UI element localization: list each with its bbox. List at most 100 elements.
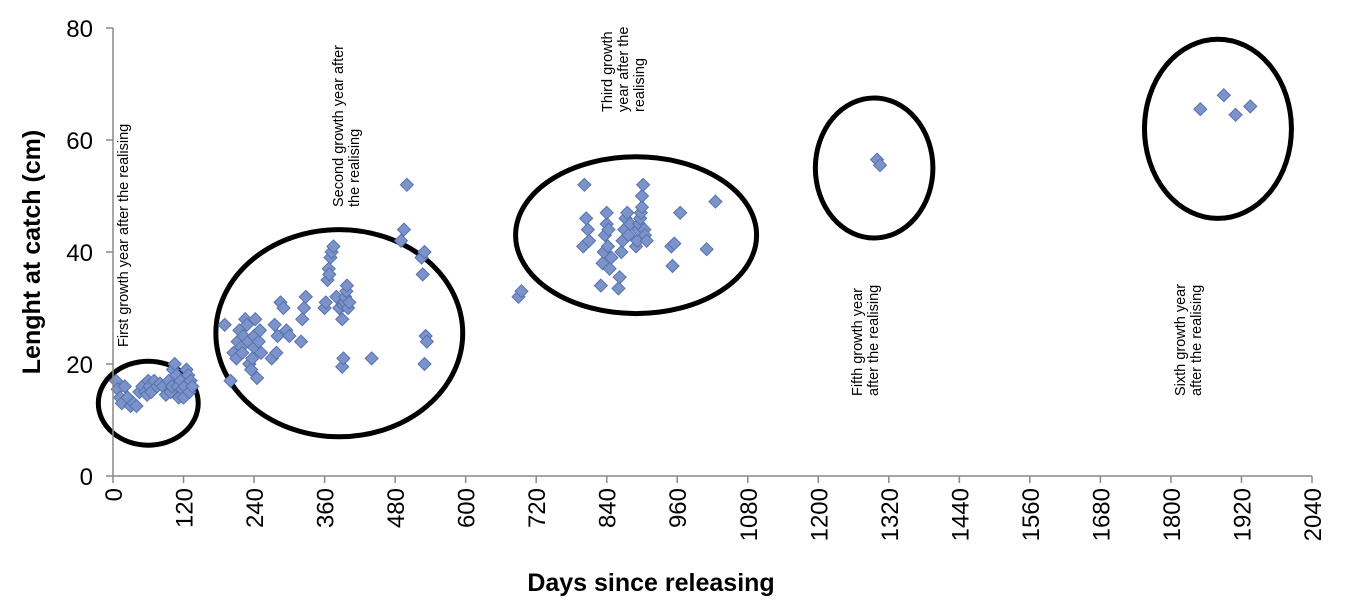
data-point bbox=[578, 211, 594, 226]
x-tick-label: 480 bbox=[383, 488, 410, 528]
data-point bbox=[117, 379, 132, 394]
data-point bbox=[634, 199, 650, 215]
axes bbox=[112, 28, 1312, 477]
annotation-g3-line: year after the bbox=[616, 27, 632, 112]
group-ellipse-g1 bbox=[95, 358, 201, 448]
data-point bbox=[282, 328, 297, 344]
data-point bbox=[621, 227, 636, 243]
x-ticks: 0 120 240 360 480 600 720 840 960 1080 1200 1320 144… bbox=[101, 476, 1327, 541]
x-tick-label: 1080 bbox=[736, 488, 763, 541]
data-point bbox=[293, 334, 309, 349]
data-point bbox=[415, 267, 430, 282]
data-point bbox=[708, 194, 723, 209]
data-point bbox=[239, 317, 255, 333]
x-tick-label: 2040 bbox=[1300, 488, 1327, 541]
group-ellipses bbox=[95, 36, 1294, 448]
x-tick-label: 840 bbox=[595, 488, 622, 528]
data-point bbox=[252, 323, 268, 338]
x-axis-title: Days since releasing bbox=[527, 569, 774, 597]
y-tick-label: 60 bbox=[66, 128, 93, 155]
group-ellipse-g3 bbox=[513, 154, 760, 317]
data-point bbox=[577, 177, 592, 193]
data-point bbox=[399, 177, 415, 193]
data-point bbox=[223, 373, 238, 389]
data-point bbox=[322, 267, 337, 282]
data-point bbox=[872, 157, 888, 173]
data-point bbox=[580, 222, 596, 237]
y-tick-label: 80 bbox=[66, 16, 93, 43]
data-point bbox=[634, 188, 650, 204]
data-markers bbox=[108, 87, 1258, 414]
data-point bbox=[396, 222, 412, 237]
data-point bbox=[339, 278, 355, 293]
group-ellipse-g2 bbox=[213, 227, 466, 440]
data-point bbox=[276, 300, 291, 316]
data-point bbox=[699, 241, 714, 257]
data-point bbox=[217, 317, 232, 333]
x-tick-label: 1440 bbox=[947, 488, 974, 541]
data-point bbox=[1243, 99, 1258, 114]
data-point bbox=[581, 233, 597, 249]
x-tick-label: 1200 bbox=[806, 488, 833, 541]
data-point bbox=[318, 295, 333, 310]
data-point bbox=[253, 345, 269, 361]
x-tick-label: 0 bbox=[101, 488, 128, 501]
x-tick-label: 720 bbox=[524, 488, 551, 528]
data-point bbox=[326, 239, 341, 254]
data-point bbox=[295, 311, 310, 327]
data-point bbox=[635, 177, 651, 193]
data-point bbox=[393, 233, 409, 249]
annotation-g3-line: Third growth bbox=[600, 31, 616, 112]
data-point bbox=[336, 351, 351, 366]
data-point bbox=[270, 328, 285, 344]
data-point bbox=[604, 250, 619, 265]
data-point bbox=[614, 244, 629, 260]
annotation-g6-line: Sixth growth year bbox=[1173, 284, 1189, 396]
data-point bbox=[296, 300, 312, 316]
data-point bbox=[185, 379, 200, 394]
data-point bbox=[129, 398, 144, 414]
data-point bbox=[672, 205, 688, 221]
x-tick-label: 120 bbox=[172, 488, 199, 528]
data-point bbox=[249, 370, 265, 386]
data-point bbox=[667, 236, 682, 251]
data-point bbox=[298, 289, 313, 305]
data-point bbox=[600, 239, 616, 254]
data-point bbox=[245, 351, 260, 366]
data-point bbox=[611, 281, 626, 296]
data-point bbox=[665, 258, 680, 274]
data-point bbox=[417, 356, 432, 372]
y-tick-label: 40 bbox=[66, 240, 93, 267]
x-tick-label: 960 bbox=[665, 488, 692, 528]
annotation-g3-line: realising bbox=[632, 58, 648, 112]
data-point bbox=[612, 269, 627, 285]
y-tick-label: 20 bbox=[66, 352, 93, 379]
annotation-g1-line: First growth year after the realising bbox=[116, 124, 132, 347]
annotation-g2-line: the realising bbox=[347, 129, 363, 207]
data-point bbox=[335, 359, 350, 375]
annotation-g5-line: Fifth growth year bbox=[850, 288, 866, 396]
annotation-g5-line: after the realising bbox=[866, 285, 882, 396]
y-tick-label: 0 bbox=[80, 464, 93, 491]
data-point bbox=[599, 205, 614, 221]
x-tick-label: 1800 bbox=[1159, 488, 1186, 541]
y-ticks: 0 20 40 60 80 bbox=[66, 16, 113, 491]
data-point bbox=[1216, 87, 1232, 103]
data-point bbox=[335, 311, 350, 327]
data-point bbox=[417, 244, 432, 260]
data-point bbox=[593, 278, 609, 293]
data-point bbox=[514, 283, 529, 299]
x-tick-label: 1920 bbox=[1229, 488, 1256, 541]
data-point bbox=[602, 261, 617, 277]
data-point bbox=[243, 362, 259, 377]
y-axis-title: Lenght at catch (cm) bbox=[18, 130, 46, 374]
data-point bbox=[601, 222, 616, 237]
annotation-g6-line: after the realising bbox=[1189, 285, 1205, 396]
data-point bbox=[269, 345, 284, 361]
x-tick-label: 1560 bbox=[1018, 488, 1045, 541]
data-point bbox=[342, 295, 357, 310]
x-tick-label: 240 bbox=[242, 488, 269, 528]
annotations: First growth year after the realising Sec… bbox=[116, 27, 1205, 396]
x-tick-label: 600 bbox=[454, 488, 481, 528]
